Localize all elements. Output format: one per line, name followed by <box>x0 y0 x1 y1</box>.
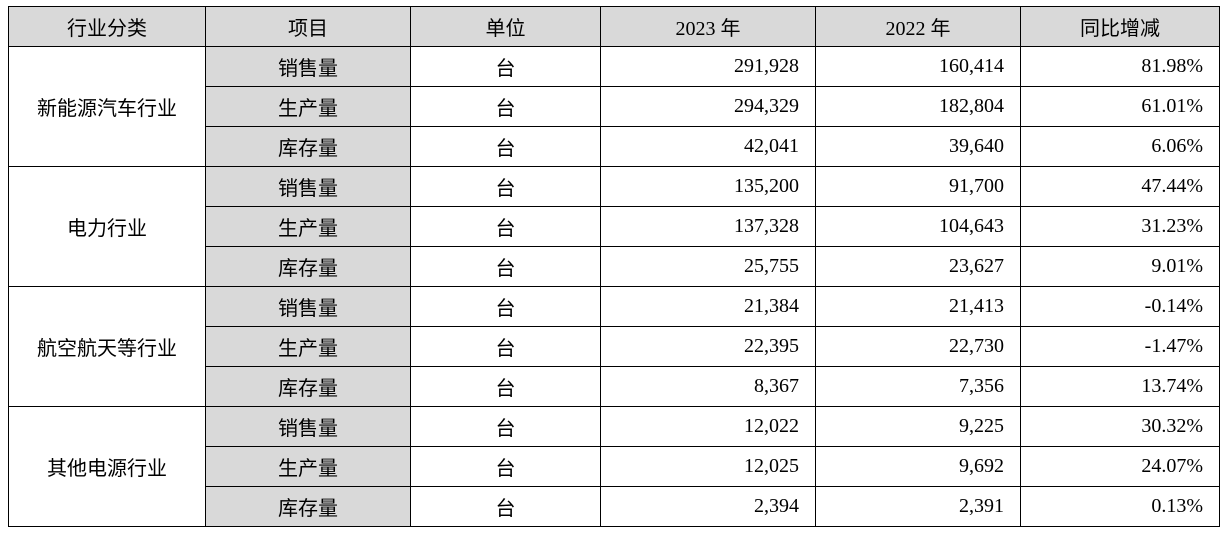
unit-cell: 台 <box>410 126 601 167</box>
item-cell: 库存量 <box>205 246 411 287</box>
value-2022-cell: 182,804 <box>815 86 1021 127</box>
value-2023-cell: 21,384 <box>600 286 816 327</box>
value-2022-cell: 2,391 <box>815 486 1021 527</box>
item-cell: 生产量 <box>205 446 411 487</box>
value-2022-cell: 9,225 <box>815 406 1021 447</box>
yoy-change-cell: 47.44% <box>1020 166 1220 207</box>
value-2022-cell: 21,413 <box>815 286 1021 327</box>
unit-cell: 台 <box>410 86 601 127</box>
table-row: 新能源汽车行业 销售量台 291,928 160,414 81.98% <box>8 46 1220 167</box>
value-2022-cell: 39,640 <box>815 126 1021 167</box>
header-row: 行业分类 项目 单位 2023 年 2022 年 同比增减 <box>8 6 1220 47</box>
unit-cell: 台 <box>410 406 601 447</box>
value-2023-cell: 12,025 <box>600 446 816 487</box>
value-2023-cell: 291,928 <box>600 46 816 87</box>
industry-category-cell: 新能源汽车行业 <box>8 46 206 167</box>
industry-production-sales-table: 行业分类 项目 单位 2023 年 2022 年 同比增减 新能源汽车行业 销售量… <box>8 6 1220 527</box>
yoy-change-cell: 31.23% <box>1020 206 1220 247</box>
unit-cell: 台 <box>410 246 601 287</box>
value-2023-cell: 8,367 <box>600 366 816 407</box>
value-2023-cell: 294,329 <box>600 86 816 127</box>
value-2023-cell: 42,041 <box>600 126 816 167</box>
table-row: 库存量台 2,394 2,391 0.13% <box>9 486 1220 527</box>
yoy-change-cell: 13.74% <box>1020 366 1220 407</box>
header-yoy-change: 同比增减 <box>1020 6 1220 47</box>
header-year-2023: 2023 年 <box>600 6 816 47</box>
item-cell: 销售量 <box>205 286 411 327</box>
yoy-change-cell: 24.07% <box>1020 446 1220 487</box>
table-row: 其他电源行业 销售量台 12,022 9,225 30.32% <box>8 406 1220 527</box>
yoy-change-cell: 30.32% <box>1020 406 1220 447</box>
header-unit: 单位 <box>410 6 601 47</box>
yoy-change-cell: 61.01% <box>1020 86 1220 127</box>
value-2022-cell: 9,692 <box>815 446 1021 487</box>
value-2022-cell: 22,730 <box>815 326 1021 367</box>
table-row: 航空航天等行业 销售量台 21,384 21,413 -0.14% <box>8 286 1220 407</box>
table-row: 库存量台 8,367 7,356 13.74% <box>9 366 1220 407</box>
value-2022-cell: 91,700 <box>815 166 1021 207</box>
item-cell: 生产量 <box>205 326 411 367</box>
value-2022-cell: 160,414 <box>815 46 1021 87</box>
item-cell: 生产量 <box>205 86 411 127</box>
unit-cell: 台 <box>410 166 601 207</box>
yoy-change-cell: 0.13% <box>1020 486 1220 527</box>
value-2023-cell: 25,755 <box>600 246 816 287</box>
table-row: 生产量台 294,329 182,804 61.01% <box>9 86 1220 127</box>
table-row: 库存量台 25,755 23,627 9.01% <box>9 246 1220 287</box>
item-cell: 生产量 <box>205 206 411 247</box>
header-industry-category: 行业分类 <box>8 6 206 47</box>
value-2023-cell: 2,394 <box>600 486 816 527</box>
table-row: 电力行业 销售量台 135,200 91,700 47.44% <box>8 166 1220 287</box>
value-2023-cell: 12,022 <box>600 406 816 447</box>
yoy-change-cell: 6.06% <box>1020 126 1220 167</box>
item-cell: 销售量 <box>205 406 411 447</box>
table-row: 生产量台 22,395 22,730 -1.47% <box>9 326 1220 367</box>
industry-category-cell: 电力行业 <box>8 166 206 287</box>
value-2023-cell: 137,328 <box>600 206 816 247</box>
value-2022-cell: 7,356 <box>815 366 1021 407</box>
value-2023-cell: 22,395 <box>600 326 816 367</box>
unit-cell: 台 <box>410 326 601 367</box>
industry-category-cell: 其他电源行业 <box>8 406 206 527</box>
unit-cell: 台 <box>410 366 601 407</box>
yoy-change-cell: 81.98% <box>1020 46 1220 87</box>
item-cell: 销售量 <box>205 166 411 207</box>
value-2022-cell: 104,643 <box>815 206 1021 247</box>
yoy-change-cell: -0.14% <box>1020 286 1220 327</box>
header-item: 项目 <box>205 6 411 47</box>
item-cell: 库存量 <box>205 486 411 527</box>
yoy-change-cell: -1.47% <box>1020 326 1220 367</box>
unit-cell: 台 <box>410 46 601 87</box>
item-cell: 销售量 <box>205 46 411 87</box>
unit-cell: 台 <box>410 206 601 247</box>
header-year-2022: 2022 年 <box>815 6 1021 47</box>
unit-cell: 台 <box>410 486 601 527</box>
table-row: 生产量台 137,328 104,643 31.23% <box>9 206 1220 247</box>
yoy-change-cell: 9.01% <box>1020 246 1220 287</box>
table-row: 生产量台 12,025 9,692 24.07% <box>9 446 1220 487</box>
value-2022-cell: 23,627 <box>815 246 1021 287</box>
table-row: 库存量台 42,041 39,640 6.06% <box>9 126 1220 167</box>
item-cell: 库存量 <box>205 126 411 167</box>
value-2023-cell: 135,200 <box>600 166 816 207</box>
unit-cell: 台 <box>410 446 601 487</box>
unit-cell: 台 <box>410 286 601 327</box>
industry-category-cell: 航空航天等行业 <box>8 286 206 407</box>
item-cell: 库存量 <box>205 366 411 407</box>
